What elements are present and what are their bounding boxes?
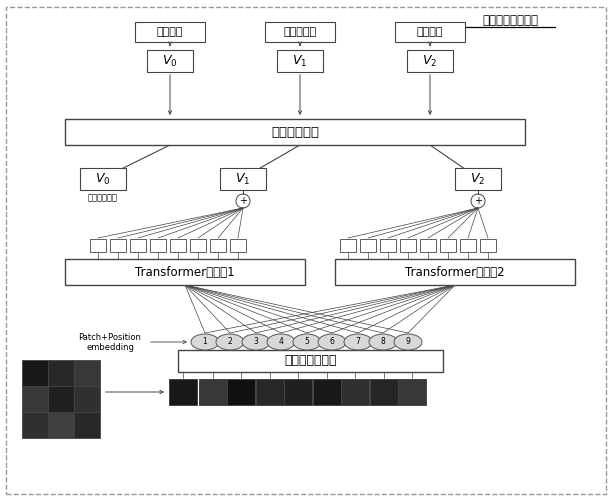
Ellipse shape: [394, 334, 422, 350]
Text: $V_0$: $V_0$: [95, 172, 111, 186]
Bar: [90, 239, 106, 252]
Ellipse shape: [191, 334, 219, 350]
Bar: [284, 379, 312, 405]
Text: 6: 6: [330, 338, 335, 346]
Bar: [147, 50, 193, 72]
Text: 5: 5: [305, 338, 310, 346]
Bar: [22, 360, 48, 386]
Text: 3: 3: [254, 338, 259, 346]
Text: Transformer编码器2: Transformer编码器2: [405, 266, 505, 278]
Bar: [74, 412, 100, 438]
Text: $V_1$: $V_1$: [235, 172, 251, 186]
Bar: [230, 239, 246, 252]
Bar: [370, 379, 398, 405]
Bar: [110, 239, 126, 252]
Bar: [460, 239, 476, 252]
Bar: [170, 239, 186, 252]
Bar: [150, 239, 166, 252]
Text: $V_0$: $V_0$: [162, 54, 178, 68]
Ellipse shape: [369, 334, 397, 350]
Bar: [480, 239, 496, 252]
Bar: [130, 239, 146, 252]
Ellipse shape: [344, 334, 372, 350]
Bar: [360, 239, 376, 252]
Bar: [455, 168, 501, 190]
Bar: [227, 379, 255, 405]
Ellipse shape: [216, 334, 244, 350]
Bar: [395, 22, 465, 42]
Text: $V_2$: $V_2$: [470, 172, 485, 186]
Bar: [74, 386, 100, 412]
Bar: [169, 379, 197, 405]
Text: +: +: [474, 196, 482, 206]
Text: 质控图像特征: 质控图像特征: [88, 194, 118, 202]
Bar: [22, 412, 48, 438]
Bar: [135, 22, 205, 42]
Bar: [22, 386, 48, 412]
Bar: [48, 386, 74, 412]
Bar: [48, 360, 74, 386]
Text: 线性特征提取器: 线性特征提取器: [284, 354, 337, 368]
Text: 8: 8: [381, 338, 386, 346]
Ellipse shape: [267, 334, 295, 350]
Text: 7: 7: [356, 338, 360, 346]
Bar: [335, 259, 575, 285]
Bar: [220, 168, 266, 190]
Bar: [199, 379, 227, 405]
Text: 寻腔进镜: 寻腔进镜: [417, 27, 443, 37]
Bar: [65, 119, 525, 145]
Ellipse shape: [293, 334, 321, 350]
FancyBboxPatch shape: [6, 7, 606, 494]
Ellipse shape: [242, 334, 270, 350]
Bar: [420, 239, 436, 252]
Bar: [407, 50, 453, 72]
Bar: [190, 239, 206, 252]
Bar: [178, 350, 443, 372]
Text: +: +: [239, 196, 247, 206]
Text: $V_2$: $V_2$: [422, 54, 438, 68]
Text: 1: 1: [203, 338, 207, 346]
Text: embedding: embedding: [86, 342, 134, 351]
Bar: [80, 168, 126, 190]
Text: 9: 9: [406, 338, 411, 346]
Text: 清洁度评估: 清洁度评估: [283, 27, 316, 37]
Ellipse shape: [318, 334, 346, 350]
Bar: [340, 239, 356, 252]
Text: 2: 2: [227, 338, 232, 346]
Bar: [210, 239, 226, 252]
Bar: [400, 239, 416, 252]
Bar: [313, 379, 341, 405]
Text: 图像质控: 图像质控: [157, 27, 183, 37]
Bar: [74, 360, 100, 386]
Text: 交互特征网络: 交互特征网络: [271, 126, 319, 138]
Bar: [341, 379, 369, 405]
Bar: [256, 379, 284, 405]
Text: Patch+Position: Patch+Position: [78, 332, 142, 342]
Bar: [380, 239, 396, 252]
Bar: [265, 22, 335, 42]
Text: $V_1$: $V_1$: [292, 54, 308, 68]
Text: 4: 4: [278, 338, 283, 346]
Bar: [65, 259, 305, 285]
Text: 肠镜图像检测模型: 肠镜图像检测模型: [482, 14, 538, 26]
Bar: [398, 379, 426, 405]
Bar: [277, 50, 323, 72]
Bar: [48, 412, 74, 438]
Bar: [440, 239, 456, 252]
Text: Transformer编码器1: Transformer编码器1: [135, 266, 235, 278]
